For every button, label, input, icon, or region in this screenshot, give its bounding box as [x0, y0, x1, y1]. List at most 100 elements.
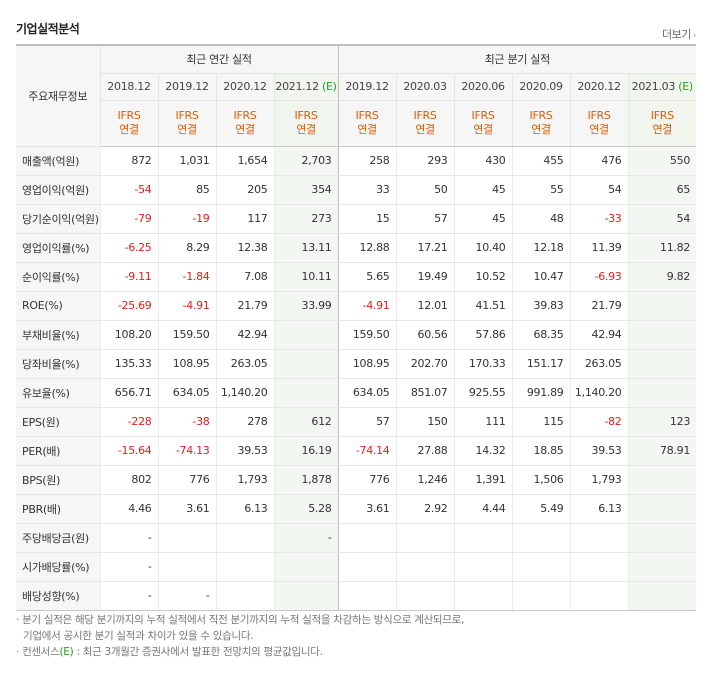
table-cell	[627, 291, 697, 321]
period-header: 2019.12	[157, 73, 216, 101]
table-cell: 10.47	[511, 262, 571, 292]
table-cell: 123	[627, 406, 697, 437]
table-cell: 27.88	[395, 436, 455, 466]
table-cell: 19.49	[395, 262, 455, 292]
table-cell: 39.83	[511, 291, 571, 321]
table-cell: -4.91	[157, 291, 216, 321]
table-row: PER(배) -15.64 -74.13 39.53 16.19 -74.14 27.88 1…	[16, 436, 697, 466]
quarter-group-header: 최근 분기 실적	[337, 44, 697, 74]
table-cell: 33	[337, 175, 397, 205]
table-cell: -25.69	[99, 291, 158, 321]
table-cell	[157, 522, 216, 553]
table-cell: 15	[337, 204, 397, 234]
table-cell: 111	[453, 406, 513, 437]
table-cell: 108.95	[337, 349, 397, 379]
table-cell: 39.53	[569, 436, 629, 466]
table-cell: 159.50	[337, 319, 397, 350]
table-cell: 78.91	[627, 436, 697, 466]
consolidated-label: 연결	[177, 123, 197, 136]
table-cell	[215, 522, 274, 553]
ifrs-header: IFRS 연결	[511, 100, 571, 147]
period-header: 2020.12	[569, 73, 629, 101]
ifrs-label: IFRS	[175, 109, 199, 122]
table-cell: 18.85	[511, 436, 571, 466]
table-cell: 9.82	[627, 262, 697, 292]
ifrs-header: IFRS 연결	[453, 100, 513, 147]
ifrs-label: IFRS	[233, 109, 257, 122]
estimate-mark: (E)	[321, 80, 337, 93]
table-cell	[273, 378, 339, 408]
table-cell: 50	[395, 175, 455, 205]
table-cell	[273, 349, 339, 379]
table-cell: 10.40	[453, 232, 513, 263]
table-cell	[627, 552, 697, 582]
table-row: 당기순이익(억원) -79 -19 117 273 15 57 45 48 -33 54	[16, 204, 697, 234]
table-cell: -	[157, 581, 216, 611]
table-cell: 851.07	[395, 378, 455, 408]
period-label: 2021.03	[631, 80, 676, 93]
period-label: 2019.12	[345, 80, 389, 93]
table-cell: 48	[511, 204, 571, 234]
table-cell	[627, 522, 697, 553]
table-row: 매출액(억원) 872 1,031 1,654 2,703 258 293 430 455 476…	[16, 145, 697, 176]
table-cell: 42.94	[569, 319, 629, 350]
table-row: BPS(원) 802 776 1,793 1,878 776 1,246 1,391 1,506…	[16, 465, 697, 495]
table-cell	[157, 552, 216, 582]
ifrs-header: IFRS 연결	[627, 100, 697, 147]
table-cell: 41.51	[453, 291, 513, 321]
table-cell: 57.86	[453, 319, 513, 350]
table-cell: 776	[157, 465, 216, 495]
ifrs-label: IFRS	[529, 109, 553, 122]
table-cell: 1,654	[215, 145, 274, 176]
table-cell	[273, 581, 339, 611]
table-cell: -	[99, 522, 158, 553]
footnote-2: · 컨센서스(E) : 최근 3개월간 증권사에서 발표한 전망치의 평균값입니…	[16, 644, 696, 660]
table-cell: 21.79	[569, 291, 629, 321]
ifrs-label: IFRS	[471, 109, 495, 122]
table-cell: -1.84	[157, 262, 216, 292]
table-cell	[395, 552, 455, 582]
financial-table: 주요재무정보 최근 연간 실적 최근 분기 실적 2018.12 2019.12 2…	[16, 44, 697, 611]
table-cell: 3.61	[337, 494, 397, 524]
table-row: 당좌비율(%) 135.33 108.95 263.05 108.95 202.70 170…	[16, 349, 697, 379]
table-cell: 278	[215, 406, 274, 437]
table-cell: 1,246	[395, 465, 455, 495]
table-cell	[511, 522, 571, 553]
table-cell: 13.11	[273, 232, 339, 263]
table-cell: 802	[99, 465, 158, 495]
table-cell	[337, 552, 397, 582]
table-cell: 42.94	[215, 319, 274, 350]
consolidated-label: 연결	[415, 123, 435, 136]
ifrs-header: IFRS 연결	[337, 100, 397, 147]
table-cell: 159.50	[157, 319, 216, 350]
table-row: EPS(원) -228 -38 278 612 57 150 111 115 -82 123	[16, 406, 697, 437]
consolidated-label: 연결	[296, 123, 316, 136]
footnote-1: · 분기 실적은 해당 분기까지의 누적 실적에서 직전 분기까지의 누적 실적…	[16, 614, 465, 626]
table-cell: 776	[337, 465, 397, 495]
table-cell	[453, 581, 513, 611]
table-cell: 634.05	[157, 378, 216, 408]
table-cell: -	[273, 522, 339, 553]
footnote-2-suffix: : 최근 3개월간 증권사에서 발표한 전망치의 평균값입니다.	[73, 646, 323, 658]
table-cell: -6.25	[99, 232, 158, 263]
table-cell: 12.88	[337, 232, 397, 263]
table-cell	[627, 465, 697, 495]
table-row: 영업이익률(%) -6.25 8.29 12.38 13.11 12.88 17.21 10.…	[16, 232, 697, 263]
table-cell: 11.82	[627, 232, 697, 263]
table-cell	[453, 552, 513, 582]
section-header: 기업실적분석 더보기 ›	[16, 20, 697, 42]
more-link[interactable]: 더보기 ›	[662, 26, 697, 42]
table-cell: 10.11	[273, 262, 339, 292]
row-label: 시가배당률(%)	[16, 552, 100, 582]
ifrs-label: IFRS	[294, 109, 318, 122]
table-cell	[569, 522, 629, 553]
ifrs-header: IFRS 연결	[99, 100, 158, 147]
row-label: 영업이익(억원)	[16, 175, 100, 205]
row-label: 부채비율(%)	[16, 319, 100, 350]
more-label[interactable]: 더보기	[662, 28, 691, 41]
table-cell: 991.89	[511, 378, 571, 408]
table-cell: 17.21	[395, 232, 455, 263]
period-label: 2020.12	[223, 80, 267, 93]
table-cell: -82	[569, 406, 629, 437]
table-cell: 12.01	[395, 291, 455, 321]
